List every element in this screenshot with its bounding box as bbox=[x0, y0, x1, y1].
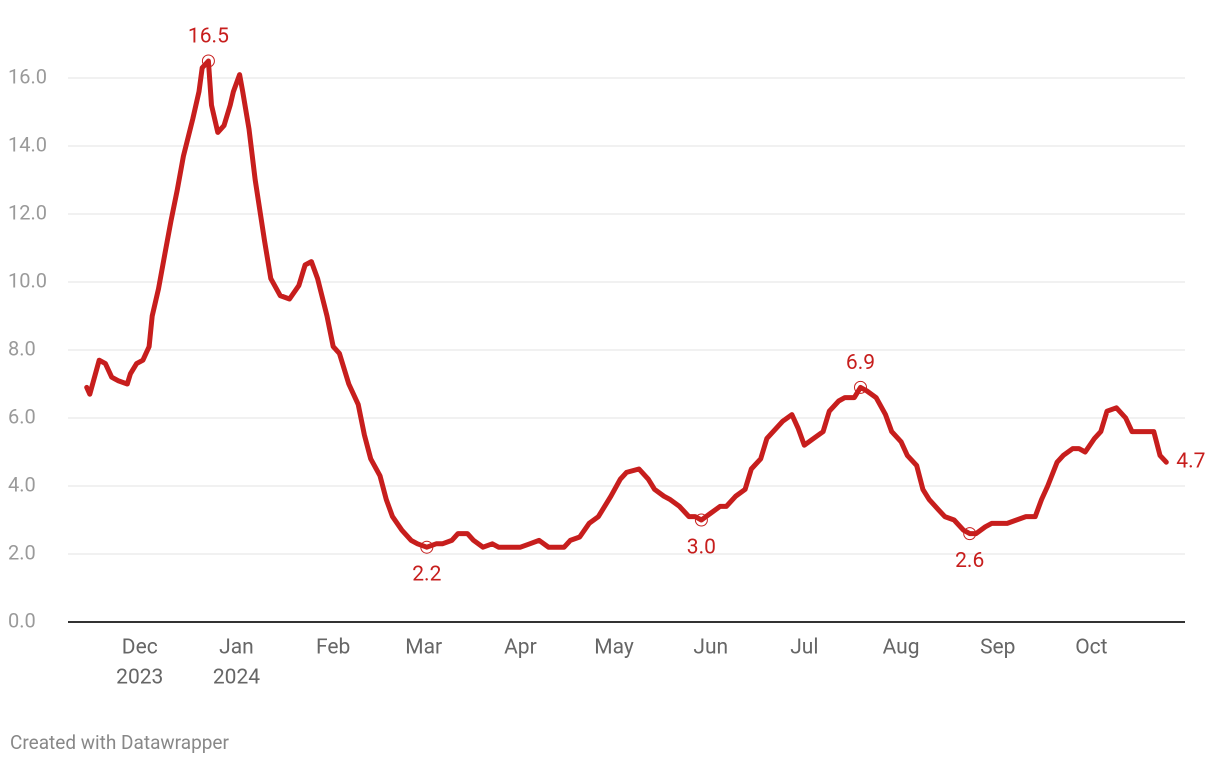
x-tick-label: Oct bbox=[1075, 636, 1107, 660]
y-tick-label: 16.0 bbox=[8, 64, 47, 88]
y-tick-label: 0.0 bbox=[8, 608, 36, 632]
x-tick-label: Jul bbox=[790, 636, 818, 660]
data-label: 2.2 bbox=[412, 563, 441, 587]
x-tick-label: Sep bbox=[980, 636, 1015, 660]
x-tick-label: Jan bbox=[219, 636, 254, 660]
x-tick-label: Mar bbox=[405, 636, 442, 660]
y-tick-label: 4.0 bbox=[8, 472, 36, 496]
data-label: 16.5 bbox=[188, 25, 229, 49]
y-tick-label: 6.0 bbox=[8, 404, 36, 428]
x-tick-label: Feb bbox=[316, 636, 350, 660]
label-marker bbox=[201, 54, 215, 68]
x-tick-sublabel: 2023 bbox=[116, 666, 163, 690]
label-marker bbox=[420, 540, 434, 554]
credit: Created with Datawrapper bbox=[10, 731, 229, 754]
x-tick-label: Dec bbox=[122, 636, 158, 660]
x-tick-label: Apr bbox=[504, 636, 537, 660]
data-label: 4.7 bbox=[1176, 450, 1205, 474]
y-tick-label: 10.0 bbox=[8, 268, 47, 292]
label-marker bbox=[694, 513, 708, 527]
data-label: 3.0 bbox=[687, 536, 716, 560]
y-tick-label: 12.0 bbox=[8, 200, 47, 224]
y-tick-label: 14.0 bbox=[8, 132, 47, 156]
x-tick-sublabel: 2024 bbox=[213, 666, 260, 690]
y-tick-label: 8.0 bbox=[8, 336, 36, 360]
label-marker bbox=[963, 527, 977, 541]
label-marker bbox=[854, 380, 868, 394]
y-tick-label: 2.0 bbox=[8, 540, 36, 564]
line bbox=[84, 58, 1169, 550]
x-tick-label: May bbox=[594, 636, 634, 660]
x-tick-label: Jun bbox=[693, 636, 728, 660]
x-tick-label: Aug bbox=[883, 636, 920, 660]
data-label: 2.6 bbox=[955, 549, 984, 573]
data-label: 6.9 bbox=[846, 351, 875, 375]
